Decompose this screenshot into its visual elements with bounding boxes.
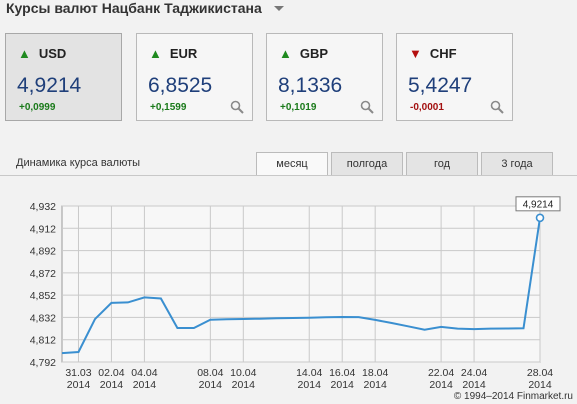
chart-section-label: Динамика курса валюты: [16, 157, 141, 169]
y-tick-label: 4,892: [30, 246, 56, 258]
y-tick-label: 4,852: [30, 290, 56, 302]
x-tick-label: 02.04: [98, 367, 124, 379]
y-tick-label: 4,832: [30, 312, 56, 324]
last-value-label: 4,9214: [523, 199, 554, 210]
x-tick-label: 10.04: [230, 367, 256, 379]
currency-code: CHF: [429, 46, 457, 61]
page-title-text: Курсы валют Нацбанк Таджикистана: [6, 0, 262, 16]
x-tick-label: 04.04: [131, 367, 157, 379]
x-tick-label: 28.04: [527, 367, 553, 379]
y-tick-label: 4,792: [30, 357, 56, 369]
x-tick-year: 2014: [133, 379, 157, 391]
plot-area: [61, 205, 541, 363]
y-tick-label: 4,912: [30, 223, 56, 235]
x-tick-label: 31.03: [65, 367, 91, 379]
currency-code: USD: [38, 46, 67, 61]
rate-chart: 4,932 4,912 4,892 4,872 4,852 4,832 4,812 4,792…: [30, 196, 561, 391]
currency-card-eur[interactable]: ▲ EUR 6,8525 +0,1599: [136, 33, 253, 121]
currency-change: +0,1599: [150, 102, 187, 113]
currency-card-chf[interactable]: ▼ CHF 5,4247 -0,0001: [396, 33, 513, 121]
period-tabs: месяц полгода год 3 года: [256, 152, 553, 175]
x-tick-label: 18.04: [362, 367, 388, 379]
magnifier-icon[interactable]: [230, 100, 244, 114]
currency-code: EUR: [169, 46, 198, 61]
footer-copyright: © 1994–2014 Finmarket.ru: [453, 391, 573, 402]
y-tick-label: 4,872: [30, 268, 56, 280]
x-tick-year: 2014: [363, 379, 387, 391]
currency-rate: 4,9214: [17, 74, 82, 97]
tab-period-0[interactable]: месяц: [256, 152, 328, 175]
x-tick-year: 2014: [67, 379, 91, 391]
chevron-down-icon[interactable]: [273, 5, 284, 11]
series-line: [61, 217, 541, 355]
currency-change: -0,0001: [410, 102, 444, 113]
page-title[interactable]: Курсы валют Нацбанк Таджикистана: [6, 0, 284, 16]
x-tick-year: 2014: [100, 379, 124, 391]
x-tick-year: 2014: [429, 379, 453, 391]
divider: [0, 175, 577, 176]
currency-card-usd[interactable]: ▲ USD 4,9214 +0,0999: [5, 33, 122, 121]
tab-period-1[interactable]: полгода: [331, 152, 403, 175]
x-tick-label: 08.04: [197, 367, 223, 379]
tab-period-2[interactable]: год: [406, 152, 478, 175]
card-header: ▲ USD: [18, 46, 66, 61]
card-header: ▲ GBP: [279, 46, 328, 61]
currency-card-gbp[interactable]: ▲ GBP 8,1336 +0,1019: [266, 33, 383, 121]
arrow-up-icon: ▲: [279, 46, 292, 61]
magnifier-icon[interactable]: [360, 100, 374, 114]
arrow-down-icon: ▼: [409, 46, 422, 61]
card-header: ▼ CHF: [409, 46, 457, 61]
tab-period-3[interactable]: 3 года: [481, 152, 553, 175]
y-tick-label: 4,812: [30, 335, 56, 347]
arrow-up-icon: ▲: [18, 46, 31, 61]
x-tick-label: 16.04: [329, 367, 355, 379]
x-tick-label: 22.04: [428, 367, 454, 379]
x-tick-year: 2014: [331, 379, 355, 391]
x-tick-label: 14.04: [296, 367, 322, 379]
currency-rate: 6,8525: [148, 74, 213, 97]
x-tick-year: 2014: [199, 379, 223, 391]
arrow-up-icon: ▲: [149, 46, 162, 61]
magnifier-icon[interactable]: [490, 100, 504, 114]
x-tick-year: 2014: [528, 379, 552, 391]
x-tick-label: 24.04: [461, 367, 487, 379]
x-tick-year: 2014: [232, 379, 256, 391]
y-tick-label: 4,932: [30, 201, 56, 213]
currency-code: GBP: [299, 46, 329, 61]
currency-rate: 5,4247: [408, 74, 473, 97]
x-tick-year: 2014: [298, 379, 322, 391]
last-value-box: [515, 196, 561, 212]
last-point-marker: [535, 213, 545, 223]
card-header: ▲ EUR: [149, 46, 197, 61]
currency-rate: 8,1336: [278, 74, 343, 97]
x-tick-year: 2014: [462, 379, 486, 391]
currency-change: +0,0999: [19, 102, 56, 113]
currency-change: +0,1019: [280, 102, 317, 113]
